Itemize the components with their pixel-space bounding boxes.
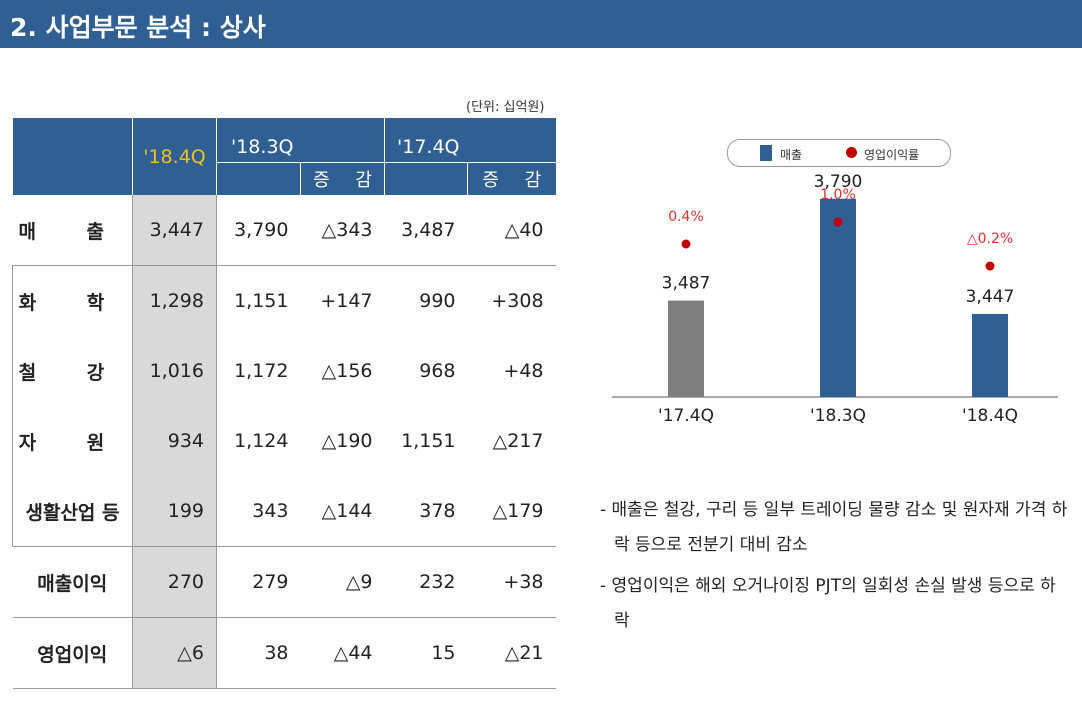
table-cell: 1,172 (234, 360, 289, 382)
table-cell: 232 (384, 546, 468, 618)
table-cell: 1,124 (234, 430, 289, 452)
table-cell: 343 (216, 476, 301, 547)
note-item: - 영업이익은 해외 오거나이징 PJT의 일회성 손실 발생 등으로 하락 (600, 576, 1056, 631)
row-label: 매 출 (12, 195, 133, 266)
category-label: '18.4Q (962, 406, 1018, 426)
table-cell: △21 (467, 617, 556, 689)
table-cell: △6 (132, 617, 217, 689)
row-label: 철 강 (12, 336, 133, 406)
header-blank (12, 118, 133, 195)
table-cell: 1,151 (401, 430, 456, 452)
margin-value-label: 1.0% (820, 187, 856, 203)
page-header: 2. 사업부문 분석 : 상사 (0, 0, 1082, 48)
notes: - 매출은 철강, 구리 등 일부 트레이딩 물량 감소 및 원자재 가격 하락… (600, 493, 1070, 645)
note-item: - 매출은 철강, 구리 등 일부 트레이딩 물량 감소 및 원자재 가격 하락… (600, 500, 1068, 555)
legend-sales-swatch (760, 145, 772, 161)
table-cell: △9 (300, 546, 385, 618)
table-row: 자 원 934 1,124 △190 1,151 △217 (12, 406, 556, 476)
legend-margin-swatch (846, 147, 857, 158)
margin-dot (681, 239, 691, 249)
table-cell: 934 (132, 406, 217, 476)
chart-legend: 매출 영업이익률 (727, 139, 951, 167)
table-cell: 968 (419, 360, 456, 382)
table-cell: 3,447 (132, 195, 217, 266)
legend-sales-label: 매출 (780, 148, 803, 162)
table-cell: 38 (216, 617, 301, 689)
table-row: 영업이익 △6 38 △44 15 △21 (12, 617, 556, 689)
header-diff-2: 증 감 (467, 162, 556, 195)
row-label: 매출이익 (12, 546, 133, 618)
unit-note: (단위: 십억원) (466, 100, 545, 115)
table-cell: △144 (300, 476, 385, 547)
table-cell: 270 (132, 546, 217, 618)
margin-dot (985, 261, 995, 271)
table-cell: 378 (384, 476, 468, 547)
table-cell: +48 (503, 360, 544, 382)
category-label: '17.4Q (658, 406, 714, 426)
sales-bar (668, 300, 704, 397)
table-cell: 1,016 (132, 336, 217, 406)
table-cell: △217 (492, 430, 544, 452)
table-row: 매 출 3,447 3,790 △343 3,487 △40 (12, 195, 556, 266)
table-row: 화 학 1,298 1,151 +147 990 +308 (12, 265, 556, 336)
bar-value-label: 3,447 (966, 287, 1015, 307)
row-label: 화 학 (12, 265, 133, 336)
table-cell: 990 (419, 290, 456, 312)
table-row: 생활산업 등 199 343 △144 378 △179 (12, 476, 556, 547)
table-cell: △343 (300, 195, 385, 266)
table-row: 철 강 1,016 1,172 △156 968 +48 (12, 336, 556, 406)
table-cell: 3,790 (216, 195, 301, 266)
table-cell: +308 (491, 290, 544, 312)
table-cell: 1,298 (132, 265, 217, 336)
header-diff-left-blank (216, 162, 301, 195)
header-18-3q: '18.3Q (215, 118, 385, 163)
table-cell: 15 (384, 617, 468, 689)
bar-value-label: 3,487 (662, 274, 711, 294)
table-cell: 199 (132, 476, 217, 547)
margin-value-label: △0.2% (967, 231, 1013, 247)
sales-bar (820, 198, 856, 397)
table-cell: +38 (467, 546, 556, 618)
legend-margin-label: 영업이익률 (864, 148, 920, 162)
margin-dot (833, 217, 843, 227)
page-title: 2. 사업부문 분석 : 상사 (10, 13, 266, 42)
category-label: '18.3Q (810, 406, 866, 426)
row-label: 자 원 (12, 406, 133, 476)
table-cell: 3,487 (384, 195, 468, 266)
header-diff-right-blank (384, 162, 468, 195)
table-row: 매출이익 270 279 △9 232 +38 (12, 546, 556, 618)
table-cell: △179 (467, 476, 556, 547)
header-17-4q: '17.4Q (384, 118, 556, 163)
table-cell: △40 (467, 195, 556, 266)
header-diff-1: 증 감 (299, 162, 385, 195)
margin-value-label: 0.4% (668, 209, 704, 225)
table-header-row: '18.4Q '18.3Q '17.4Q (12, 118, 556, 195)
bar-value-label: 3,790 (814, 172, 863, 192)
sales-bar (972, 314, 1008, 397)
row-label: 생활산업 등 (12, 476, 133, 547)
table-cell: △156 (321, 360, 373, 382)
table-cell: +147 (320, 290, 373, 312)
table-cell: △190 (321, 430, 373, 452)
row-label: 영업이익 (12, 617, 133, 689)
financial-table: '18.4Q '18.3Q '17.4Q 증 감 증 감 매 출 3,447 3… (12, 118, 556, 689)
table-cell: △44 (300, 617, 385, 689)
table-cell: 1,151 (234, 290, 289, 312)
table-subheader-row: 증 감 증 감 (13, 162, 556, 195)
header-18-4q: '18.4Q (132, 118, 217, 195)
table-cell: 279 (216, 546, 301, 618)
